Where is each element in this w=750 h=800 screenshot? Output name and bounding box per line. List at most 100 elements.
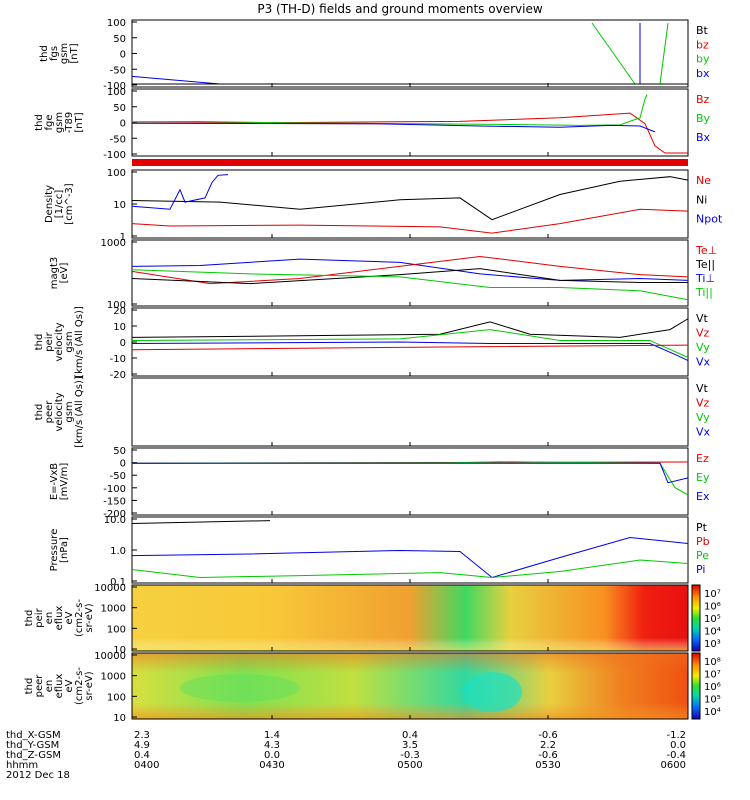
ylabel-line: gsm [64, 331, 75, 352]
temp-teperp [131, 255, 689, 285]
y-tick-label: -100 [103, 150, 126, 161]
y-tick-label: -200 [103, 509, 126, 520]
ylabel-line: gsm [54, 112, 65, 133]
traces [131, 22, 689, 579]
ylabel-line: thd [39, 45, 50, 62]
peir-vt [131, 318, 689, 338]
fge-bx [131, 122, 656, 133]
panel-efield: E=-VxB [mV/m] 50 0-50 -100-150 -200 Ez Ey Ex [49, 446, 710, 520]
legend-Ti||: Ti|| [695, 286, 713, 299]
temp-tipar [131, 269, 689, 301]
x-tick-label: -0.6 [538, 750, 558, 761]
legend-By: By [696, 112, 711, 125]
ylabel-line: eflux [54, 606, 65, 631]
legend-Vz: Vz [696, 327, 710, 340]
peir-spectrogram-shade [132, 585, 688, 651]
ylabel-line: peer [44, 400, 55, 424]
density-ni [131, 176, 689, 221]
fge-by [131, 94, 648, 126]
x-tick-label: -0.6 [538, 730, 558, 741]
y-tick-label: 10000 [94, 651, 126, 662]
ylabel-line: -T89 [64, 112, 75, 134]
colorbar-label: 10⁷ [704, 670, 721, 681]
legend-Ne: Ne [696, 174, 711, 187]
legend-Pi: Pi [696, 563, 705, 576]
colorbar-label: 10⁷ [704, 589, 721, 600]
y-tick-label: 0 [120, 338, 126, 349]
efield-ey [131, 461, 689, 496]
y-tick-label: 50 [113, 103, 126, 114]
ylabel-line: en [44, 680, 55, 693]
x-tick-label: 4.9 [134, 740, 150, 751]
ylabel-line: [cm^-3] [64, 183, 75, 224]
x-axis-labels: thd_X-GSM 2.3 1.4 0.4 -0.6 -1.2 thd_Y-GSM 4.9 4.… [6, 83, 686, 781]
ylabel-line: eflux [54, 674, 65, 699]
peer-spectrogram-blob [180, 674, 300, 702]
ylabel-line: Pressure [49, 529, 60, 572]
fge-bz [131, 112, 688, 154]
ylabel-line: [nT] [69, 43, 80, 63]
ylabel-line: fgs [49, 46, 60, 61]
y-tick-label: 10.0 [104, 515, 126, 526]
x-tick-label: 4.3 [264, 740, 280, 751]
x-tick-label: -0.3 [400, 750, 420, 761]
panel-frame [131, 377, 689, 447]
legend-Vt: Vt [696, 312, 709, 325]
ylabel-line: thd [34, 404, 45, 421]
x-tick-label: -1.2 [666, 730, 686, 741]
x-tick-label: 2.3 [134, 730, 150, 741]
ylabel-line: eV [64, 679, 75, 692]
x-tick-label: 0530 [535, 760, 560, 771]
y-tick-label: -50 [110, 134, 126, 145]
y-tick-label: -150 [103, 496, 126, 507]
ylabel-line: thd [34, 114, 45, 131]
x-tick-label: 0.4 [134, 750, 150, 761]
ylabel-line: peer [34, 674, 45, 698]
colorbar-label: 10⁴ [704, 707, 721, 718]
ylabel-line: peir [44, 331, 55, 351]
x-tick-label: 0430 [259, 760, 284, 771]
colorbar [691, 652, 701, 720]
legend-Ez: Ez [696, 452, 709, 465]
x-tick-label: 0400 [134, 760, 159, 771]
y-tick-label: 0 [120, 119, 126, 130]
legend-Bx: Bx [696, 131, 711, 144]
ylabel-line: eV [64, 611, 75, 624]
ylabel-line: thd [24, 610, 35, 627]
y-tick-label: 100 [107, 87, 126, 98]
temp-tepar [131, 268, 688, 285]
ylabel-line: sr-eV) [84, 671, 95, 700]
colorbar-label: 10⁴ [704, 627, 721, 638]
ylabel-line: en [44, 612, 55, 625]
legend-Ex: Ex [696, 490, 710, 503]
colorbar-label: 10⁸ [704, 657, 721, 668]
legend-Vx: Vx [696, 426, 711, 439]
ylabel-line: [nT] [74, 112, 85, 132]
panel-frame [131, 447, 689, 516]
y-tick-label: 0 [120, 50, 126, 61]
y-tick-label: 1 [120, 232, 126, 243]
x-tick-label: -0.4 [666, 750, 686, 761]
y-tick-label: 100 [107, 18, 126, 29]
y-tick-label: 50 [113, 446, 126, 457]
x-tick-label: 3.5 [402, 740, 418, 751]
legend-Bt: Bt [696, 24, 709, 37]
density-ne [131, 208, 689, 234]
legend-Pb: Pb [696, 535, 710, 548]
x-tick-label: 0600 [661, 760, 686, 771]
ylabel-line: thd [34, 334, 45, 351]
peir-vx [131, 341, 689, 362]
y-tick-label: -50 [110, 65, 126, 76]
y-tick-label: 10 [113, 713, 126, 724]
legend-Vx: Vx [696, 356, 711, 369]
ylabel-line: sr-eV) [84, 603, 95, 632]
ylabel-line: velocity [54, 392, 65, 431]
y-tick-label: 100 [107, 692, 126, 703]
y-tick-label: 50 [113, 34, 126, 45]
panel-peer_spec: thd peer en eflux eV (cm2-s-sr-eV) 10000 1000 10… [24, 651, 721, 724]
y-tick-label: 1000 [101, 672, 126, 683]
